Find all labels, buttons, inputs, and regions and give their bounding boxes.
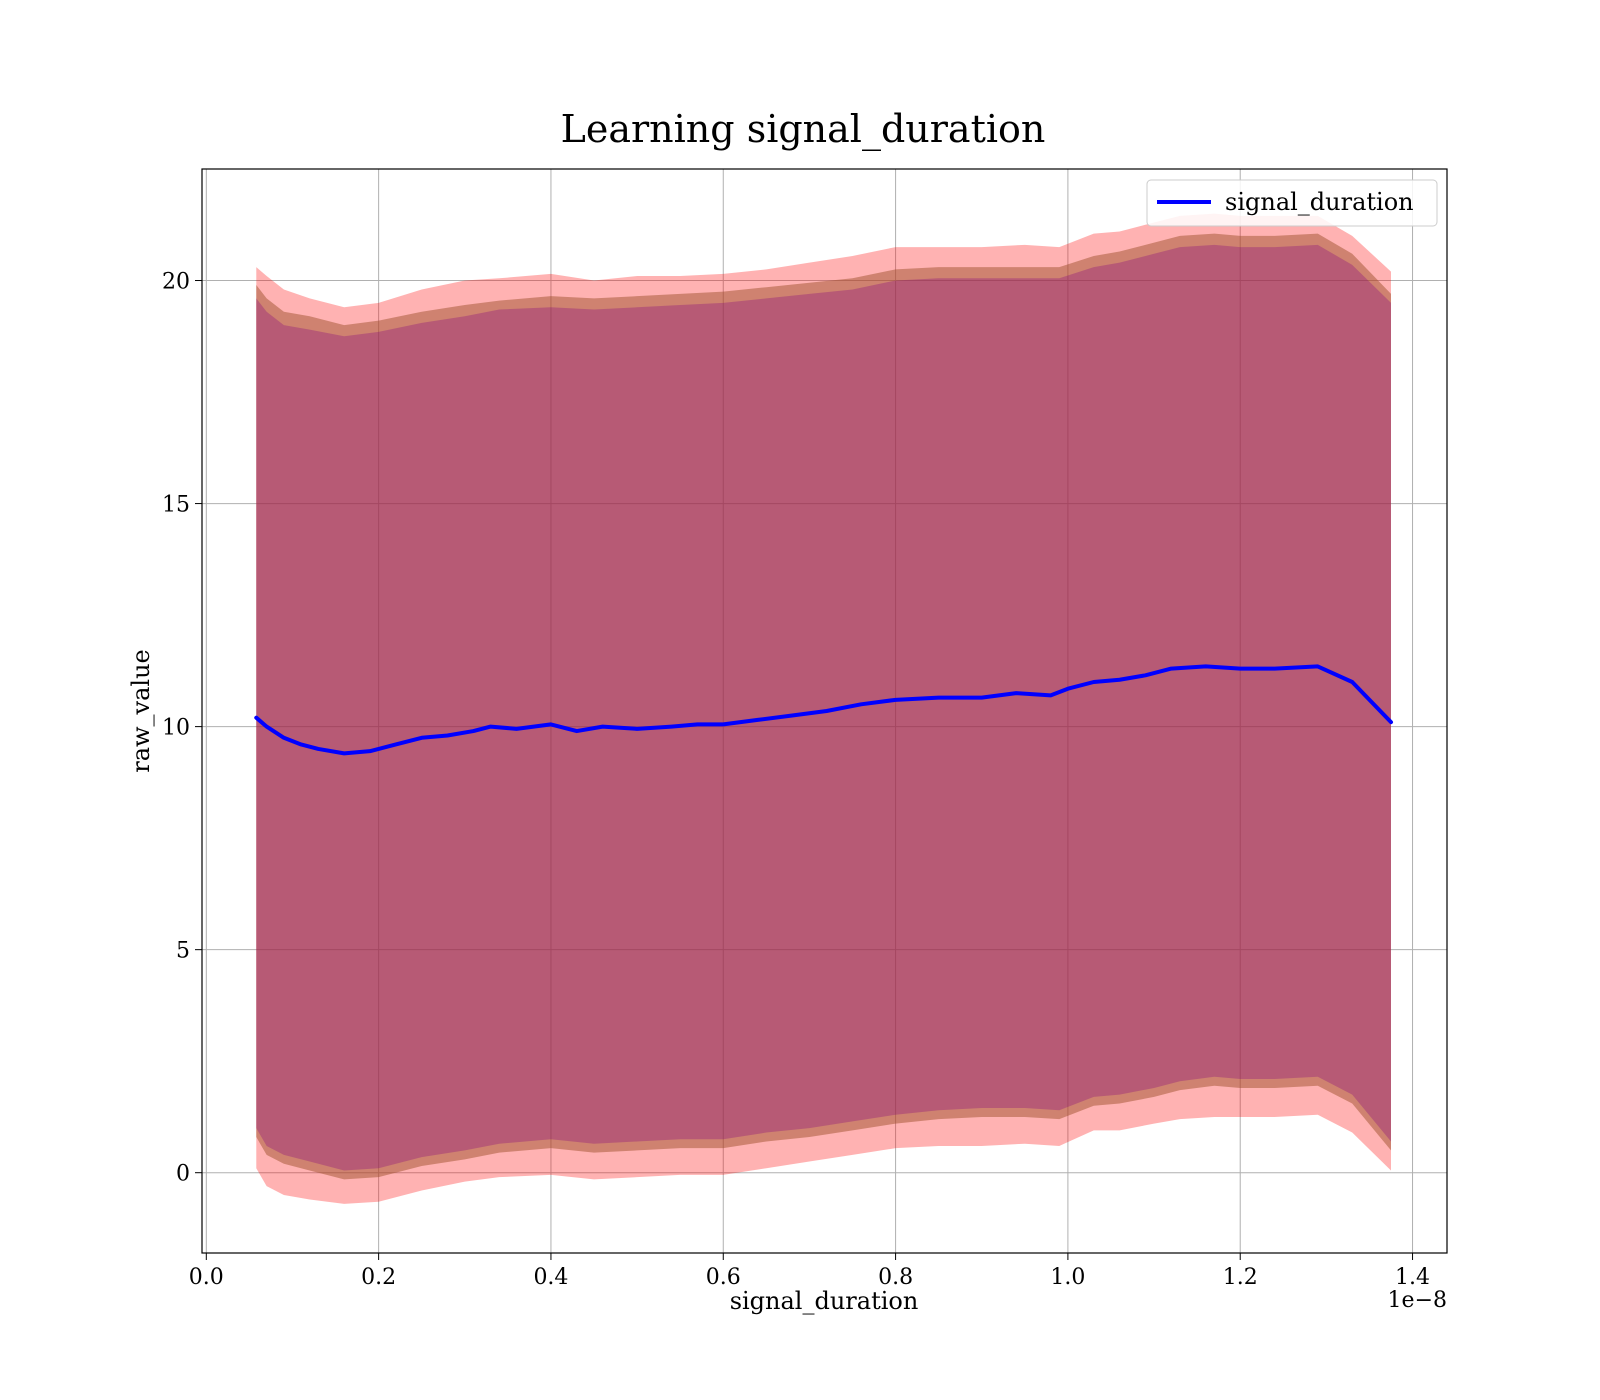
plot-area-frame [201, 168, 1448, 1254]
y-tick-label: 5 [176, 939, 190, 964]
confidence-bands [256, 213, 1391, 1204]
y-tick-label: 20 [162, 270, 190, 295]
legend-box [1146, 179, 1438, 227]
x-tick-label: 0.2 [361, 1265, 396, 1290]
y-axis-label: raw_value [127, 649, 155, 773]
confidence-band-2 [256, 233, 1391, 1180]
series-line-1 [254, 664, 1393, 756]
x-tick-label: 0.8 [878, 1265, 913, 1290]
x-tick-label: 1.4 [1395, 1265, 1430, 1290]
x-tick-label: 0.4 [533, 1265, 568, 1290]
confidence-band-3 [256, 244, 1391, 1171]
y-tick-label: 10 [162, 716, 190, 741]
x-tick-label: 0.6 [706, 1265, 741, 1290]
y-tick-label: 15 [162, 493, 190, 518]
x-axis-ticks: 0.0 0.2 0.4 0.6 0.8 1.0 1.2 1.4 [189, 1253, 1430, 1290]
y-tick-label: 0 [176, 1162, 190, 1187]
x-tick-label: 1.2 [1223, 1265, 1258, 1290]
series-lines [254, 664, 1393, 756]
chart-title: Learning signal_duration [561, 107, 1046, 152]
x-axis-offset-label: 1e−8 [1388, 1288, 1447, 1313]
x-tick-label: 1.0 [1050, 1265, 1085, 1290]
legend: signal_duration [1146, 179, 1438, 227]
x-tick-label: 0.0 [189, 1265, 224, 1290]
legend-label-signal-duration: signal_duration [1225, 188, 1414, 216]
x-axis-label: signal_duration [730, 1287, 919, 1315]
y-axis-ticks: 0 5 10 15 20 [162, 270, 202, 1187]
